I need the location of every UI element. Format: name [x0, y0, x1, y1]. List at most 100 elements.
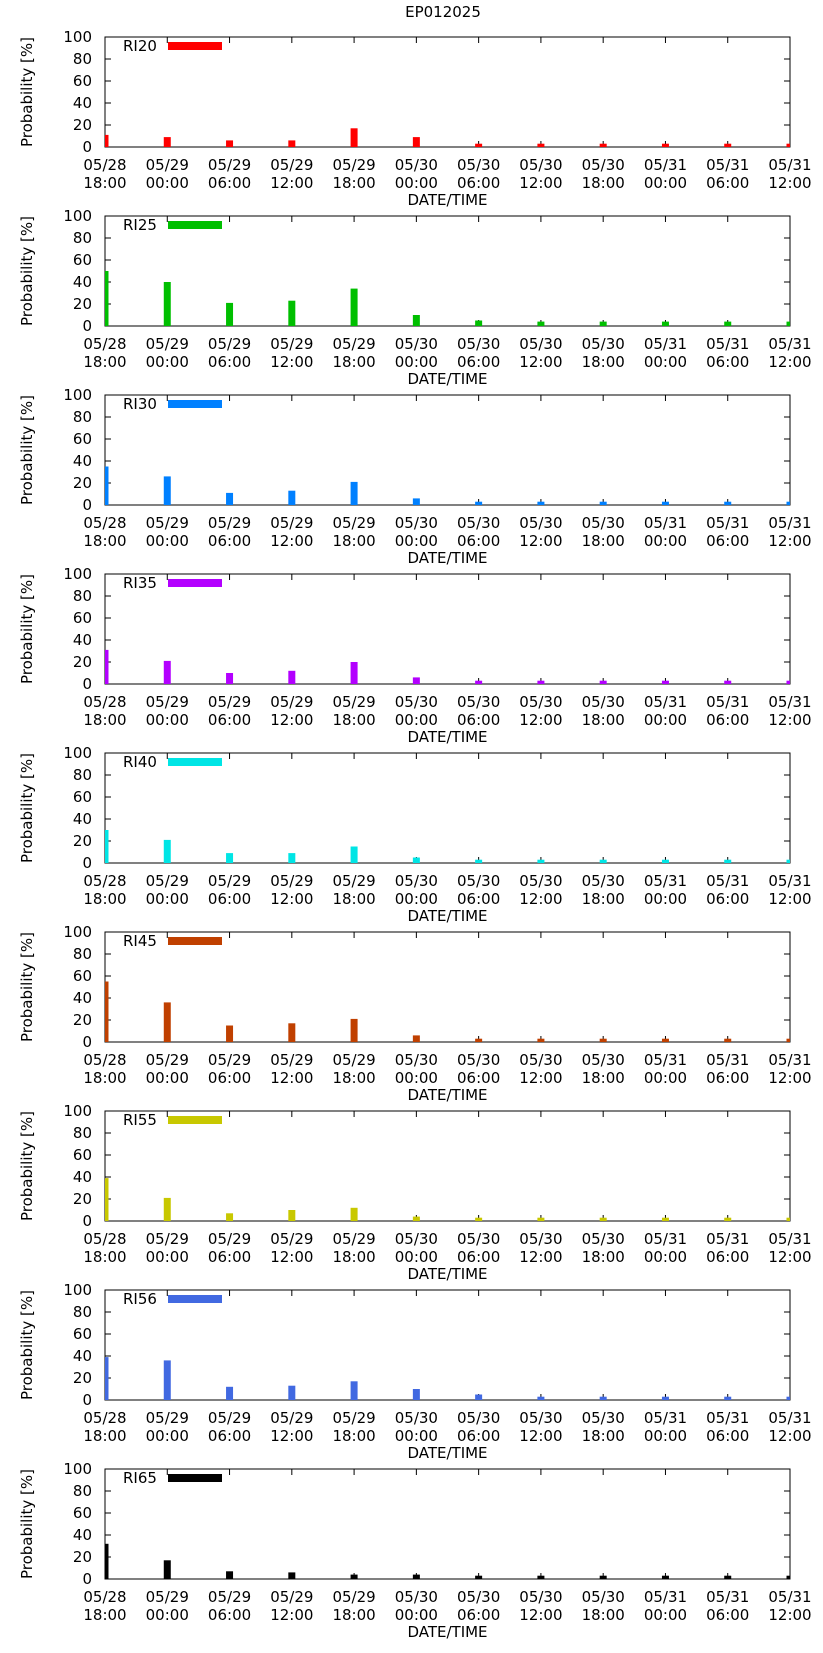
bar: [350, 662, 358, 684]
legend-swatch: [168, 1295, 222, 1303]
x-tick-label-time: 00:00: [395, 1427, 438, 1445]
bar: [226, 302, 234, 326]
x-tick-label-date: 05/30: [582, 1051, 625, 1069]
x-tick-label-date: 05/31: [706, 1051, 749, 1069]
y-tick-label: 0: [82, 496, 92, 514]
y-tick-label: 60: [73, 967, 92, 985]
legend-swatch: [168, 1116, 222, 1124]
plot-frame: [104, 931, 791, 1043]
x-tick-label-time: 18:00: [332, 353, 375, 371]
x-tick-label-date: 05/30: [395, 693, 438, 711]
bar: [105, 134, 109, 147]
y-tick-label: 100: [63, 744, 92, 762]
x-tick-label-date: 05/30: [582, 514, 625, 532]
x-tick-label-time: 12:00: [519, 1069, 562, 1087]
x-tick-label-time: 06:00: [706, 1606, 749, 1624]
bar: [288, 490, 296, 505]
x-tick-label-date: 05/29: [146, 1588, 189, 1606]
y-tick-label: 80: [73, 1303, 92, 1321]
y-tick-label: 80: [73, 1482, 92, 1500]
plot-frame: [104, 1110, 791, 1222]
y-tick-label: 60: [73, 430, 92, 448]
bar: [537, 501, 545, 505]
bar: [105, 466, 109, 505]
x-tick-label-time: 00:00: [146, 1069, 189, 1087]
y-tick-label: 40: [73, 810, 92, 828]
y-tick-label: 80: [73, 945, 92, 963]
x-tick-label-date: 05/30: [519, 1230, 562, 1248]
x-tick-label-time: 00:00: [644, 1427, 687, 1445]
x-tick-label-time: 06:00: [208, 1427, 251, 1445]
y-axis-label: Probability [%]: [18, 395, 36, 505]
x-tick-label-date: 05/29: [270, 514, 313, 532]
y-axis-label: Probability [%]: [18, 1469, 36, 1579]
legend-swatch: [168, 400, 222, 408]
x-tick-label-time: 00:00: [644, 353, 687, 371]
bar: [724, 143, 732, 147]
y-tick-label: 60: [73, 1146, 92, 1164]
x-tick-label-time: 18:00: [83, 1248, 126, 1266]
x-tick-label-time: 12:00: [270, 353, 313, 371]
x-tick-label-time: 12:00: [270, 1427, 313, 1445]
bar: [226, 1213, 234, 1221]
bar: [661, 1038, 669, 1042]
bar: [475, 143, 483, 147]
x-tick-label-time: 00:00: [395, 890, 438, 908]
y-tick-label: 40: [73, 1347, 92, 1365]
y-tick-label: 60: [73, 1325, 92, 1343]
x-tick-label-time: 00:00: [146, 353, 189, 371]
y-tick-label: 0: [82, 1033, 92, 1051]
x-tick-label-date: 05/31: [706, 1588, 749, 1606]
x-tick-label-date: 05/30: [395, 514, 438, 532]
x-tick-label-time: 12:00: [519, 1248, 562, 1266]
y-axis-label: Probability [%]: [18, 574, 36, 684]
x-tick-label-time: 00:00: [146, 1427, 189, 1445]
y-tick-label: 20: [73, 832, 92, 850]
legend-swatch: [168, 579, 222, 587]
x-tick-label-date: 05/29: [270, 872, 313, 890]
plot-frame: [104, 752, 791, 864]
x-tick-label-date: 05/31: [706, 693, 749, 711]
x-tick-label-time: 18:00: [582, 532, 625, 550]
x-tick-label-time: 06:00: [457, 1069, 500, 1087]
bar: [226, 673, 234, 684]
bar: [599, 859, 607, 863]
legend-label: RI40: [123, 753, 157, 771]
bar: [350, 128, 358, 147]
x-tick-label-time: 12:00: [270, 711, 313, 729]
x-tick-label-time: 06:00: [457, 174, 500, 192]
bar: [475, 320, 483, 326]
x-tick-label-date: 05/29: [208, 335, 251, 353]
y-tick-label: 20: [73, 1369, 92, 1387]
x-tick-label-time: 06:00: [457, 890, 500, 908]
x-tick-label-time: 18:00: [582, 1248, 625, 1266]
y-tick-label: 20: [73, 1011, 92, 1029]
bar: [226, 853, 234, 863]
x-tick-label-date: 05/29: [270, 156, 313, 174]
x-tick-label-time: 12:00: [270, 174, 313, 192]
bar: [724, 1217, 732, 1221]
y-tick-label: 80: [73, 766, 92, 784]
x-tick-label-date: 05/30: [395, 1409, 438, 1427]
x-tick-label-date: 05/30: [582, 1409, 625, 1427]
x-tick-label-time: 18:00: [332, 532, 375, 550]
bar: [475, 501, 483, 505]
x-tick-label-time: 06:00: [457, 1427, 500, 1445]
x-tick-label-date: 05/31: [768, 1051, 811, 1069]
x-tick-label-date: 05/31: [768, 872, 811, 890]
x-tick-label-time: 12:00: [768, 1069, 811, 1087]
x-tick-label-time: 00:00: [146, 1606, 189, 1624]
x-tick-label-date: 05/28: [83, 1588, 126, 1606]
x-tick-label-date: 05/29: [332, 1230, 375, 1248]
bar: [163, 282, 171, 326]
x-tick-label-date: 05/30: [395, 1051, 438, 1069]
bar: [105, 830, 109, 863]
bar: [412, 315, 420, 326]
x-tick-label-time: 12:00: [519, 1427, 562, 1445]
bar: [163, 1560, 171, 1579]
x-tick-label-date: 05/29: [208, 1051, 251, 1069]
